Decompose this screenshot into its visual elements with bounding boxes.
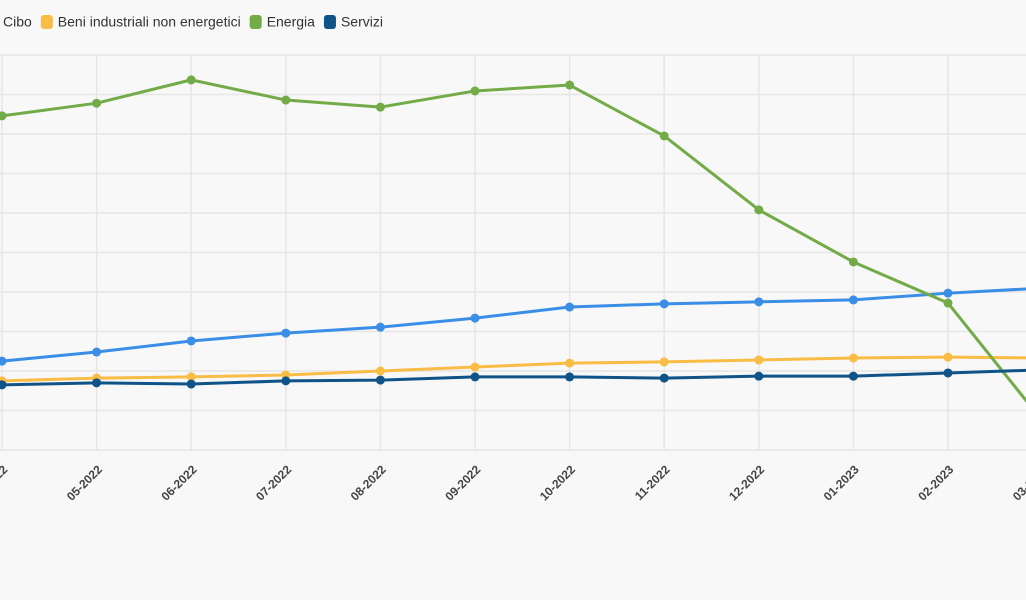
legend-label: Cibo: [3, 14, 32, 30]
data-point: [281, 328, 291, 338]
data-point: [281, 376, 291, 386]
legend-item[interactable]: Cibo: [0, 14, 32, 30]
data-point: [186, 75, 196, 85]
data-point: [92, 347, 102, 357]
data-point: [848, 371, 858, 381]
series-line: [1, 368, 1026, 387]
data-point: [0, 380, 7, 390]
data-point: [186, 372, 196, 382]
data-point: [0, 356, 7, 366]
data-point: [186, 379, 196, 389]
data-point: [186, 336, 196, 346]
data-point: [754, 205, 764, 215]
data-point: [565, 302, 575, 312]
data-point: [659, 373, 669, 383]
data-point: [848, 353, 858, 363]
data-point: [281, 95, 291, 105]
data-point: [375, 375, 385, 385]
data-point: [848, 257, 858, 267]
legend-item[interactable]: Servizi: [323, 14, 383, 30]
data-point: [375, 102, 385, 112]
data-point: [92, 378, 102, 388]
grid: [0, 54, 1026, 451]
legend-item[interactable]: Energia: [249, 14, 315, 30]
data-point: [943, 298, 953, 308]
data-point: [754, 297, 764, 307]
series-line: [1, 78, 1026, 403]
data-point: [848, 295, 858, 305]
legend-swatch: [40, 15, 53, 29]
data-point: [565, 372, 575, 382]
data-point: [470, 313, 480, 323]
data-point: [943, 288, 953, 298]
legend-label: Servizi: [341, 14, 383, 30]
data-point: [565, 358, 575, 368]
data-point: [470, 86, 480, 96]
data-point: [470, 362, 480, 372]
series-line: [1, 355, 1026, 383]
data-point: [92, 98, 102, 108]
legend: Cibo Beni industriali non energetici Energ…: [0, 14, 383, 30]
legend-item[interactable]: Beni industriali non energetici: [40, 14, 241, 30]
legend-label: Beni industriali non energetici: [58, 14, 241, 30]
data-point: [375, 366, 385, 376]
legend-label: Energia: [267, 14, 315, 30]
data-point: [754, 355, 764, 365]
data-point: [375, 322, 385, 332]
data-point: [565, 80, 575, 90]
data-point: [754, 371, 764, 381]
legend-swatch: [323, 15, 336, 29]
data-point: [943, 368, 953, 378]
data-point: [0, 111, 7, 121]
data-point: [659, 357, 669, 367]
plot: [0, 75, 1026, 403]
data-point: [659, 131, 669, 141]
data-point: [943, 352, 953, 362]
data-point: [470, 372, 480, 382]
legend-swatch: [249, 15, 262, 29]
series-line: [1, 287, 1026, 363]
data-point: [659, 299, 669, 309]
